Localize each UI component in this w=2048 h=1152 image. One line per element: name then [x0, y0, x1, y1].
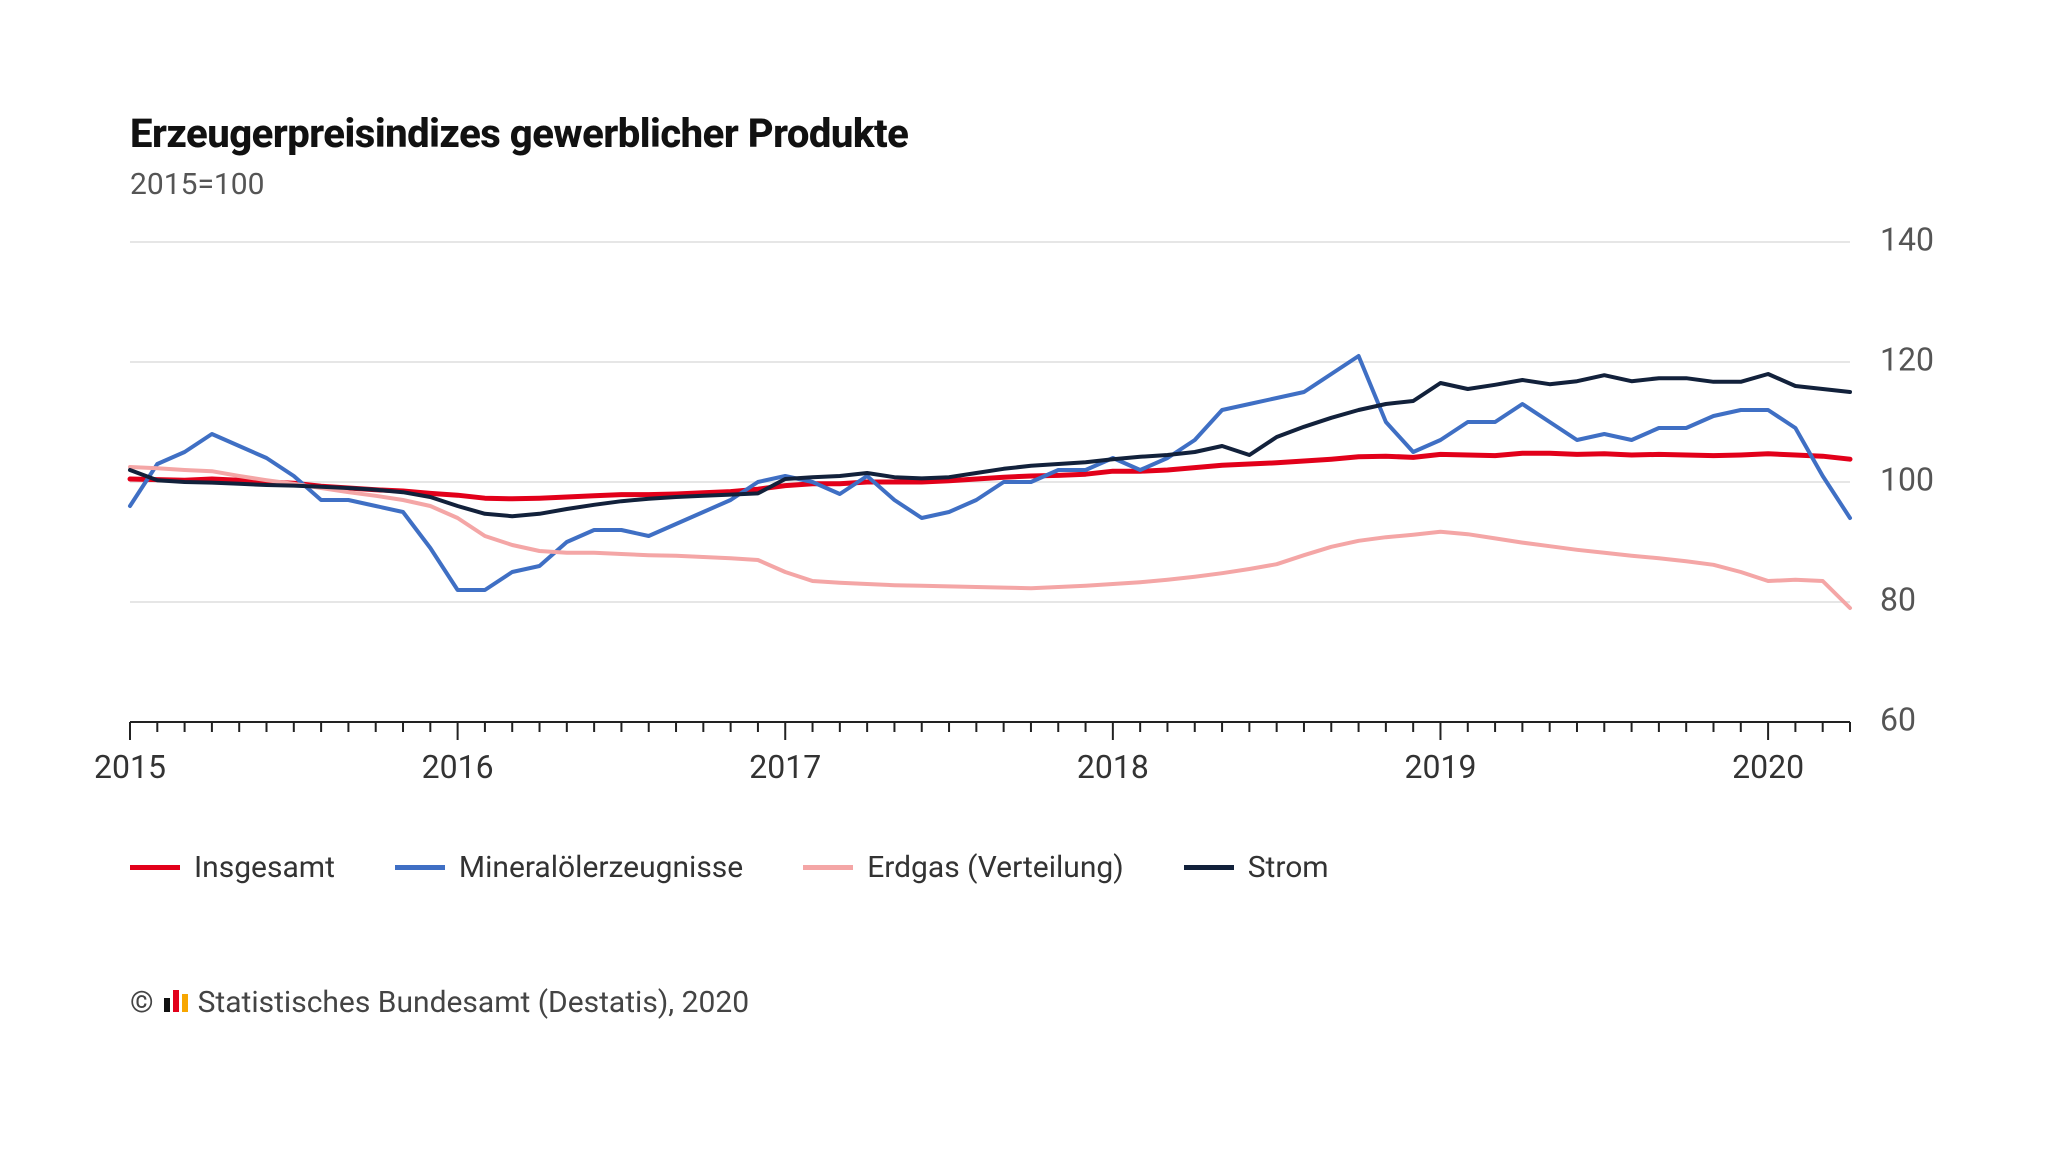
y-tick-label: 60	[1880, 700, 1916, 738]
x-tick-label: 2020	[1732, 748, 1804, 786]
legend: Insgesamt Mineralölerzeugnisse Erdgas (Ver…	[130, 850, 1918, 885]
y-tick-label: 140	[1880, 220, 1934, 258]
legend-item-strom: Strom	[1184, 850, 1329, 885]
copyright-symbol: ©	[130, 985, 154, 1020]
series-mineraloel	[130, 356, 1850, 590]
line-chart-svg: 6080100120140201520162017201820192020	[130, 242, 1970, 802]
y-tick-label: 120	[1880, 340, 1934, 378]
x-tick-label: 2018	[1077, 748, 1149, 786]
attribution: © Statistisches Bundesamt (Destatis), 20…	[130, 985, 1918, 1020]
legend-swatch	[395, 865, 445, 870]
chart-subtitle: 2015=100	[130, 167, 1918, 202]
chart-area: 6080100120140201520162017201820192020	[130, 242, 1918, 822]
legend-label: Mineralölerzeugnisse	[459, 850, 743, 885]
series-strom	[130, 374, 1850, 516]
x-tick-label: 2019	[1405, 748, 1477, 786]
chart-title: Erzeugerpreisindizes gewerblicher Produk…	[130, 110, 1918, 157]
destatis-logo-icon	[164, 988, 188, 1012]
legend-swatch	[803, 865, 853, 870]
logo-bar	[182, 994, 188, 1012]
legend-item-insgesamt: Insgesamt	[130, 850, 335, 885]
legend-label: Insgesamt	[194, 850, 335, 885]
legend-label: Erdgas (Verteilung)	[867, 850, 1123, 885]
logo-bar	[173, 990, 179, 1012]
y-tick-label: 100	[1880, 460, 1934, 498]
figure-wrap: Erzeugerpreisindizes gewerblicher Produk…	[0, 0, 2048, 1152]
x-tick-label: 2015	[94, 748, 166, 786]
legend-item-erdgas: Erdgas (Verteilung)	[803, 850, 1123, 885]
legend-item-mineraloel: Mineralölerzeugnisse	[395, 850, 743, 885]
legend-swatch	[1184, 865, 1234, 870]
x-tick-label: 2016	[422, 748, 494, 786]
logo-bar	[164, 998, 170, 1012]
y-tick-label: 80	[1880, 580, 1916, 618]
attribution-text: Statistisches Bundesamt (Destatis), 2020	[198, 985, 749, 1020]
x-tick-label: 2017	[749, 748, 821, 786]
legend-swatch	[130, 865, 180, 870]
legend-label: Strom	[1248, 850, 1329, 885]
